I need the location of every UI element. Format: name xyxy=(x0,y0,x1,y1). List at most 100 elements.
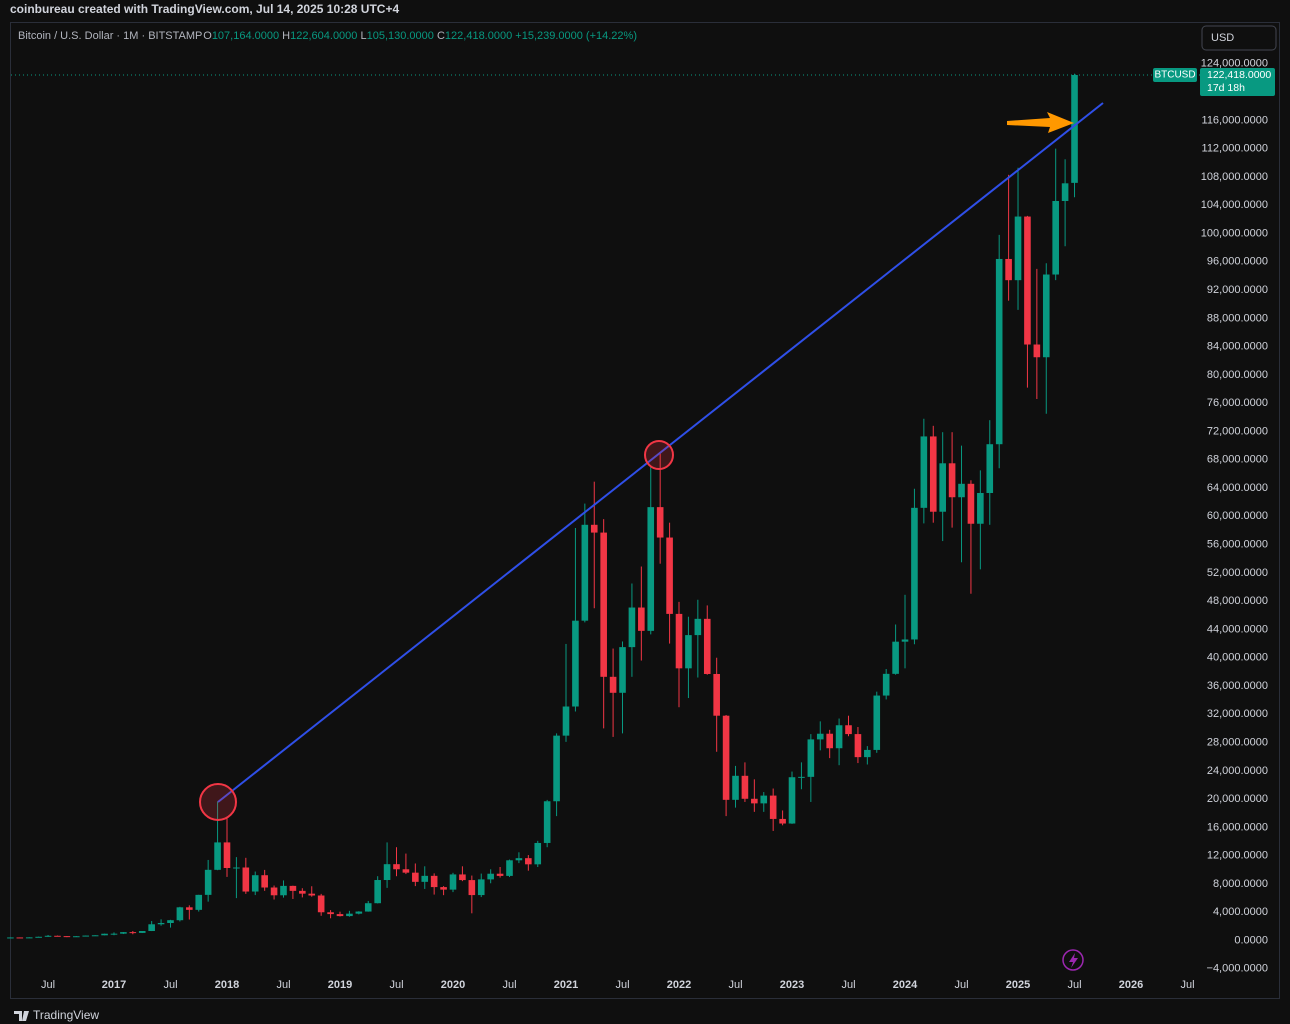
candle-body xyxy=(186,907,193,910)
y-tick-label: 44,000.0000 xyxy=(1207,623,1268,635)
candle-body xyxy=(223,842,231,868)
legend-value: 122,418.0000 xyxy=(445,30,512,42)
x-tick-label: Jul xyxy=(276,979,290,991)
price-tag-price: 122,418.0000 xyxy=(1207,69,1271,81)
x-tick-label: 2020 xyxy=(441,979,465,991)
price-tag-symbol-bg xyxy=(1153,68,1197,83)
candle-body xyxy=(82,935,90,937)
x-tick-label: 2024 xyxy=(893,979,918,991)
candle-body xyxy=(336,914,344,917)
candle-body xyxy=(939,463,946,512)
candle-body xyxy=(1061,183,1069,201)
symbol-title: Bitcoin / U.S. Dollar · 1M · BITSTAMP xyxy=(18,30,202,42)
candle-body xyxy=(572,620,579,707)
candle-body xyxy=(327,912,334,915)
candle-body xyxy=(525,858,532,865)
candle-body xyxy=(534,842,542,865)
x-tick-label: Jul xyxy=(954,979,968,991)
candle-body xyxy=(1071,75,1078,183)
currency-button[interactable] xyxy=(1201,25,1277,51)
candle-body xyxy=(7,937,14,939)
candle-body xyxy=(562,706,570,736)
x-tick-label: 2023 xyxy=(780,979,804,991)
attribution: coinbureau created with TradingView.com,… xyxy=(10,2,399,16)
candle-body xyxy=(892,641,899,674)
y-tick-label: 92,000.0000 xyxy=(1207,284,1268,296)
chart-frame xyxy=(10,22,1280,999)
candle-body xyxy=(732,775,739,800)
candle-body xyxy=(167,920,174,924)
y-tick-label: 60,000.0000 xyxy=(1207,510,1268,522)
candle-body xyxy=(553,735,560,802)
candle-body xyxy=(317,895,325,913)
y-tick-label: 0.0000 xyxy=(1234,934,1268,946)
candle-body xyxy=(1005,258,1012,281)
legend-value: 122,604.0000 xyxy=(290,30,357,42)
x-tick-label: 2018 xyxy=(215,979,239,991)
price-tag-symbol: BTCUSD xyxy=(1154,70,1195,81)
candle-body xyxy=(449,874,457,890)
candle-body xyxy=(1042,274,1050,358)
candle-body xyxy=(195,894,203,910)
y-tick-label: 24,000.0000 xyxy=(1207,765,1268,777)
highlight-circle xyxy=(644,440,674,470)
candle-body xyxy=(148,924,155,932)
y-tick-label: 112,000.0000 xyxy=(1202,143,1268,155)
candle-body xyxy=(120,932,127,934)
x-tick-label: Jul xyxy=(615,979,629,991)
y-tick-label: 84,000.0000 xyxy=(1207,341,1268,353)
candle-body xyxy=(421,875,429,882)
x-tick-label: 2017 xyxy=(102,979,126,991)
candle-body xyxy=(214,842,221,870)
candle-body xyxy=(393,864,400,870)
candle-body xyxy=(835,725,843,749)
candle-body xyxy=(54,935,61,937)
candle-body xyxy=(948,463,956,498)
y-tick-label: 116,000.0000 xyxy=(1202,114,1268,126)
candle-body xyxy=(751,798,758,804)
legend-value: 107,164.0000 xyxy=(212,30,279,42)
candle-body xyxy=(402,869,410,873)
candle-body xyxy=(261,875,268,888)
candle-body xyxy=(176,907,184,921)
candle-body xyxy=(44,935,52,937)
candle-body xyxy=(760,795,768,804)
candle-body xyxy=(63,936,71,938)
candle-body xyxy=(864,749,871,758)
candle-body xyxy=(506,860,513,876)
price-tag-bg xyxy=(1200,68,1275,97)
candle-body xyxy=(826,733,833,749)
legend-label: H xyxy=(282,30,290,42)
candle-body xyxy=(675,613,683,669)
candle-body xyxy=(242,867,250,892)
candle-body xyxy=(35,936,42,938)
branding: TradingView xyxy=(33,1008,99,1022)
price-tag-countdown: 17d 18h xyxy=(1207,82,1245,94)
x-tick-label: 2022 xyxy=(667,979,691,991)
candle-body xyxy=(703,618,711,674)
candle-body xyxy=(769,795,777,819)
candle-body xyxy=(685,635,692,669)
candle-body xyxy=(129,932,137,934)
x-tick-label: Jul xyxy=(502,979,516,991)
candle-body xyxy=(412,872,419,882)
candle-body xyxy=(308,893,316,896)
legend-label: O xyxy=(203,30,212,42)
candle-body xyxy=(364,903,372,912)
candle-body xyxy=(430,875,438,888)
plot: −4,000.0000 0.0000 4,000.0000 8,000.0000 12,… xyxy=(7,58,1268,991)
x-tick-label: Jul xyxy=(1067,979,1081,991)
legend-value: 105,130.0000 xyxy=(367,30,434,42)
y-tick-label: 80,000.0000 xyxy=(1207,369,1268,381)
candle-body xyxy=(138,931,146,933)
candle-body xyxy=(609,676,617,693)
candle-body xyxy=(270,887,278,896)
candle-body xyxy=(496,873,504,876)
x-tick-label: 2026 xyxy=(1119,979,1143,991)
replay-icon[interactable] xyxy=(1062,949,1084,971)
candle-body xyxy=(16,937,24,939)
y-tick-label: 124,000.0000 xyxy=(1201,58,1268,70)
currency-button-label[interactable]: USD xyxy=(1211,32,1234,44)
